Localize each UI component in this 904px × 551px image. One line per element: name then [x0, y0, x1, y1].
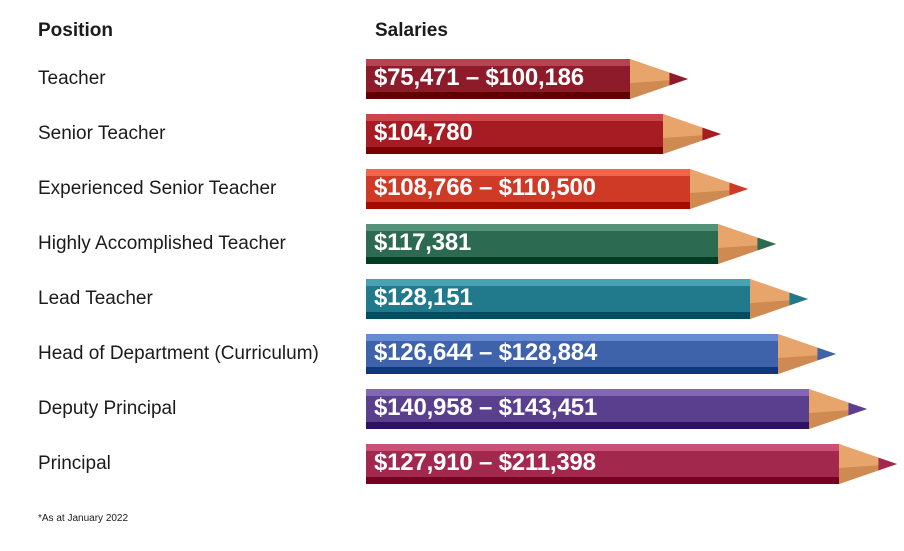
pencil-highlight: [366, 389, 809, 396]
pencil-wood-shade: [778, 354, 836, 374]
pencil-bar: [366, 59, 688, 99]
pencil-bar: [366, 389, 867, 429]
salary-label: $108,766 – $110,500: [374, 174, 596, 201]
salary-label: $140,958 – $143,451: [374, 394, 598, 421]
pencil-lead: [789, 292, 808, 306]
salary-label: $117,381: [374, 229, 472, 256]
pencil-wood-shade: [663, 134, 721, 154]
pencil-bar: [366, 169, 748, 209]
pencil-lead: [817, 347, 836, 361]
pencil-shadow: [366, 367, 778, 374]
pencil-bar: [366, 334, 836, 374]
pencil-wood-shade: [718, 244, 776, 264]
position-label: Lead Teacher: [38, 288, 153, 309]
footnote: *As at January 2022: [38, 513, 129, 524]
pencil-shadow: [366, 202, 690, 209]
pencil-lead: [878, 457, 897, 471]
salary-label: $126,644 – $128,884: [374, 339, 598, 366]
pencil-shadow: [366, 92, 630, 99]
pencil-shadow: [366, 257, 718, 264]
position-header: Position: [38, 20, 113, 41]
pencil-bar: [366, 114, 721, 154]
pencil-lead: [848, 402, 867, 416]
salary-label: $127,910 – $211,398: [374, 449, 596, 476]
pencil-shadow: [366, 422, 809, 429]
pencil-shadow: [366, 477, 839, 484]
pencil-highlight: [366, 114, 663, 121]
pencil-wood-shade: [690, 189, 748, 209]
position-label: Head of Department (Curriculum): [38, 343, 319, 364]
position-label: Experienced Senior Teacher: [38, 178, 277, 199]
pencil-lead: [729, 182, 748, 196]
position-label: Teacher: [38, 68, 106, 89]
pencil-wood-shade: [839, 464, 897, 484]
position-label: Principal: [38, 453, 111, 474]
salaries-header: Salaries: [375, 20, 448, 41]
pencil-highlight: [366, 444, 839, 451]
pencil-bar: [366, 444, 897, 484]
pencil-lead: [669, 72, 688, 86]
position-label: Deputy Principal: [38, 398, 177, 419]
pencil-lead: [757, 237, 776, 251]
pencil-highlight: [366, 169, 690, 176]
position-label: Senior Teacher: [38, 123, 166, 144]
pencil-highlight: [366, 59, 630, 66]
pencil-highlight: [366, 279, 750, 286]
pencil-bar: [366, 279, 808, 319]
salary-label: $128,151: [374, 284, 473, 311]
pencil-shadow: [366, 147, 663, 154]
pencil-wood-shade: [750, 299, 808, 319]
pencil-wood-shade: [809, 409, 867, 429]
salary-label: $75,471 – $100,186: [374, 64, 584, 91]
salary-label: $104,780: [374, 119, 473, 146]
pencil-highlight: [366, 334, 778, 341]
pencil-shadow: [366, 312, 750, 319]
pencil-bar: [366, 224, 776, 264]
pencil-highlight: [366, 224, 718, 231]
position-label: Highly Accomplished Teacher: [38, 233, 286, 254]
pencil-lead: [702, 127, 721, 141]
